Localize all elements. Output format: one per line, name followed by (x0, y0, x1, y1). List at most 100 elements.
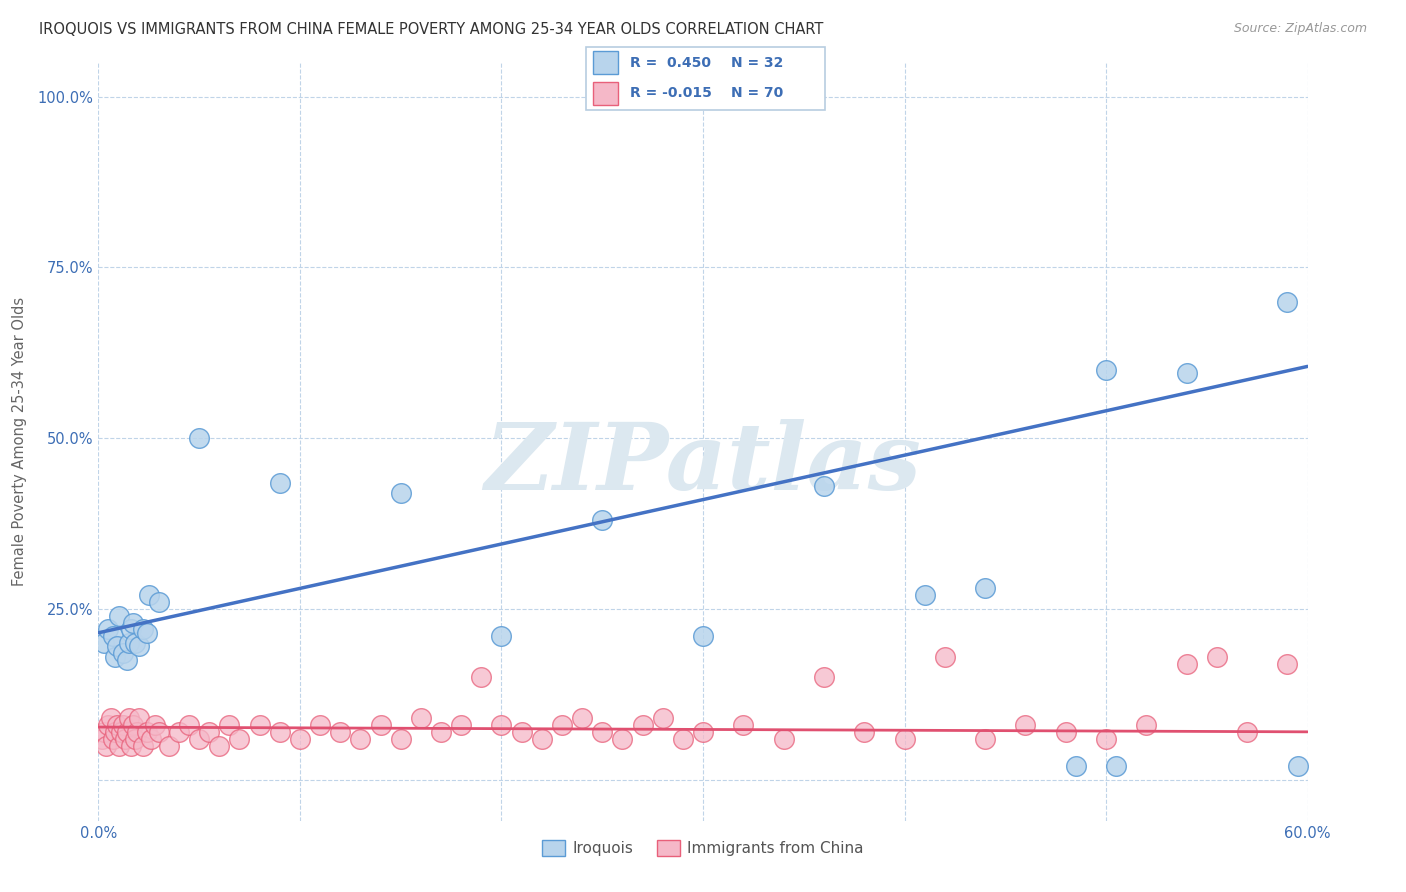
Point (228, 731, 250, 746)
Point (510, 724, 533, 739)
Point (93, 724, 115, 739)
Point (124, 731, 146, 746)
Point (107, 608, 129, 623)
Point (288, 731, 311, 746)
Point (188, 731, 211, 746)
Point (772, 731, 794, 746)
Point (491, 629, 513, 643)
Point (121, 718, 143, 732)
Point (1064, 759, 1087, 773)
Point (198, 724, 221, 739)
Point (813, 479, 835, 493)
Point (491, 718, 513, 732)
Point (101, 731, 124, 746)
Point (1095, 363, 1118, 377)
Point (138, 588, 160, 602)
Point (1135, 718, 1157, 732)
Point (430, 724, 453, 739)
Point (370, 718, 392, 732)
Point (974, 582, 997, 596)
Point (1014, 718, 1036, 732)
Point (105, 640, 128, 654)
Text: ZIPatlas: ZIPatlas (485, 419, 921, 509)
Point (167, 724, 190, 739)
Point (115, 653, 138, 667)
Point (135, 724, 157, 739)
Point (103, 649, 125, 664)
FancyBboxPatch shape (593, 82, 619, 104)
Point (1286, 759, 1309, 773)
Point (125, 724, 148, 739)
Point (103, 724, 125, 739)
Point (914, 588, 936, 602)
Point (1095, 731, 1118, 746)
Point (135, 625, 157, 640)
Point (692, 629, 714, 643)
Point (551, 718, 574, 732)
Point (120, 623, 142, 637)
Point (120, 739, 142, 753)
Point (139, 731, 162, 746)
Point (612, 731, 634, 746)
Point (208, 739, 231, 753)
Point (124, 636, 146, 650)
Point (329, 724, 352, 739)
Text: N = 32: N = 32 (731, 55, 783, 70)
Point (672, 731, 695, 746)
Point (893, 731, 915, 746)
Y-axis label: Female Poverty Among 25-34 Year Olds: Female Poverty Among 25-34 Year Olds (11, 297, 27, 586)
Point (107, 739, 129, 753)
Point (249, 718, 271, 732)
Point (1175, 657, 1198, 671)
Point (1175, 366, 1198, 380)
Point (974, 731, 997, 746)
Point (692, 724, 714, 739)
Point (309, 718, 332, 732)
Point (148, 595, 170, 609)
Point (118, 711, 141, 725)
Point (96, 739, 118, 753)
Point (651, 711, 673, 725)
Point (269, 724, 291, 739)
Point (389, 731, 412, 746)
Point (349, 731, 371, 746)
Point (1054, 724, 1077, 739)
Text: N = 70: N = 70 (731, 87, 783, 101)
Point (409, 711, 432, 725)
Point (218, 718, 240, 732)
Point (1277, 657, 1299, 671)
FancyBboxPatch shape (586, 46, 824, 111)
Point (389, 485, 412, 500)
Text: R =  0.450: R = 0.450 (630, 55, 711, 70)
Point (132, 739, 155, 753)
Point (571, 711, 593, 725)
Point (114, 731, 136, 746)
Point (470, 670, 492, 684)
FancyBboxPatch shape (593, 51, 619, 74)
Point (934, 649, 956, 664)
Point (111, 646, 134, 660)
Point (1105, 759, 1128, 773)
Point (91, 731, 114, 746)
Point (100, 711, 122, 725)
Text: IROQUOIS VS IMMIGRANTS FROM CHINA FEMALE POVERTY AMONG 25-34 YEAR OLDS CORRELATI: IROQUOIS VS IMMIGRANTS FROM CHINA FEMALE… (39, 22, 824, 37)
Point (93, 636, 115, 650)
Text: R = -0.015: R = -0.015 (630, 87, 711, 101)
Point (132, 623, 155, 637)
Point (110, 724, 132, 739)
Point (97, 718, 120, 732)
Point (157, 739, 180, 753)
Point (179, 718, 201, 732)
Point (101, 629, 124, 643)
Point (105, 718, 128, 732)
Point (118, 636, 141, 650)
Point (591, 724, 613, 739)
Point (853, 724, 876, 739)
Point (530, 731, 553, 746)
Point (143, 718, 166, 732)
Point (1236, 724, 1258, 739)
Point (115, 724, 138, 739)
Point (188, 431, 211, 445)
Point (591, 513, 613, 527)
Legend: Iroquois, Immigrants from China: Iroquois, Immigrants from China (536, 834, 870, 863)
